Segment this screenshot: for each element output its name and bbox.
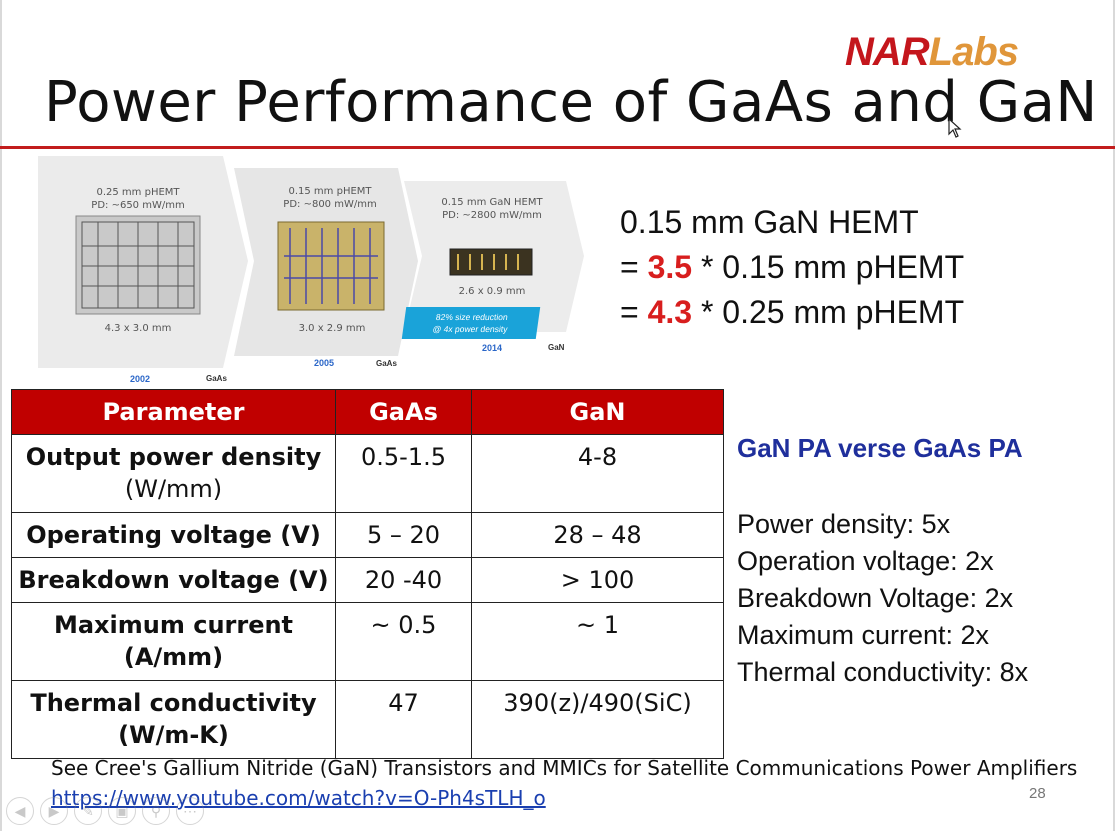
chip1-material: GaAs <box>206 374 227 383</box>
table-row: Thermal conductivity (W/m-K) 47 390(z)/49… <box>11 680 724 759</box>
page-number: 28 <box>1029 785 1046 802</box>
gaas-cell: 47 <box>335 680 472 759</box>
header-gaas: GaAs <box>335 389 472 435</box>
presenter-toolbar: ◀ ▶ ✎ ▣ ⚲ ⋯ <box>6 797 204 827</box>
chip1-spec-line2: PD: ~650 mW/mm <box>91 200 185 211</box>
chip2-size: 3.0 x 2.9 mm <box>298 323 366 334</box>
chip2-spec-line1: 0.15 mm pHEMT <box>288 186 372 197</box>
chip1-year: 2002 <box>130 374 151 384</box>
table-row: Operating voltage (V) 5 – 20 28 – 48 <box>11 512 724 558</box>
chip3-year: 2014 <box>482 343 503 353</box>
comparison-line3-suffix: * 0.25 mm pHEMT <box>692 294 965 330</box>
ratio-value-4-3: 4.3 <box>647 294 693 330</box>
more-icon[interactable]: ⋯ <box>176 797 204 825</box>
gan-cell: 28 – 48 <box>471 512 724 558</box>
comparison-line1: 0.15 mm GaN HEMT <box>620 204 919 240</box>
table-row: Output power density (W/mm) 0.5-1.5 4-8 <box>11 434 724 513</box>
chip3-spec: 0.15 mm GaN HEMT PD: ~2800 mW/mm <box>432 196 552 222</box>
narlabs-logo: NARLabs <box>845 30 1019 74</box>
ratio-value-3-5: 3.5 <box>647 249 693 285</box>
param-unit: (A/mm) <box>123 643 224 671</box>
badge-line1: 82% size reduction <box>435 312 509 322</box>
summary-item: Maximum current: 2x <box>737 620 990 650</box>
param-cell: Operating voltage (V) <box>11 512 336 558</box>
gan-cell: 4-8 <box>471 434 724 513</box>
slide-frame-left <box>0 0 2 831</box>
search-icon[interactable]: ⚲ <box>142 797 170 825</box>
summary-heading: GaN PA verse GaAs PA <box>737 433 1023 463</box>
param-label: Maximum current <box>53 611 294 639</box>
hemt-comparison: 0.15 mm GaN HEMT = 3.5 * 0.15 mm pHEMT =… <box>620 200 964 335</box>
comparison-line2: = 3.5 * 0.15 mm pHEMT <box>620 245 964 290</box>
summary-item: Thermal conductivity: 8x <box>737 657 1029 687</box>
table-row: Maximum current (A/mm) ~ 0.5 ~ 1 <box>11 602 724 681</box>
param-cell: Maximum current (A/mm) <box>11 602 336 681</box>
gan-cell: 390(z)/490(SiC) <box>471 680 724 759</box>
summary-item: Breakdown Voltage: 2x <box>737 583 1014 613</box>
badge-line2: @ 4x power density <box>432 324 509 334</box>
chip1-spec: 0.25 mm pHEMT PD: ~650 mW/mm <box>78 186 198 212</box>
chip2-spec: 0.15 mm pHEMT PD: ~800 mW/mm <box>270 185 390 211</box>
gan-cell: > 100 <box>471 557 724 603</box>
chip-evolution-figure: 0.25 mm pHEMT PD: ~650 mW/mm 4.3 x 3.0 m… <box>38 156 598 386</box>
param-unit: (W/mm) <box>124 475 223 503</box>
comparison-line2-prefix: = <box>620 249 648 285</box>
pen-icon[interactable]: ✎ <box>74 797 102 825</box>
header-gan: GaN <box>471 389 724 435</box>
comparison-line2-suffix: * 0.15 mm pHEMT <box>692 249 965 285</box>
param-unit: (W/m-K) <box>118 721 229 749</box>
gaas-cell: 5 – 20 <box>335 512 472 558</box>
chip2-year: 2005 <box>314 358 335 368</box>
gaas-cell: ~ 0.5 <box>335 602 472 681</box>
mouse-cursor-icon <box>948 118 962 138</box>
gan-cell: ~ 1 <box>471 602 724 681</box>
comparison-line3: = 4.3 * 0.25 mm pHEMT <box>620 290 964 335</box>
param-label: Output power density <box>25 443 322 471</box>
table-header-row: Parameter GaAs GaN <box>11 389 724 435</box>
chip2-spec-line2: PD: ~800 mW/mm <box>283 199 377 210</box>
chip3-size: 2.6 x 0.9 mm <box>458 286 526 297</box>
param-cell: Output power density (W/mm) <box>11 434 336 513</box>
chevron-backgrounds <box>38 156 584 368</box>
param-cell: Breakdown voltage (V) <box>11 557 336 603</box>
param-label: Thermal conductivity <box>30 689 317 717</box>
comparison-line3-prefix: = <box>620 294 648 330</box>
param-cell: Thermal conductivity (W/m-K) <box>11 680 336 759</box>
chip3-spec-line1: 0.15 mm GaN HEMT <box>441 197 543 208</box>
gaas-cell: 20 -40 <box>335 557 472 603</box>
table-row: Breakdown voltage (V) 20 -40 > 100 <box>11 557 724 603</box>
back-arrow-icon[interactable]: ◀ <box>6 797 34 825</box>
source-note: See Cree's Gallium Nitride (GaN) Transis… <box>51 756 1078 780</box>
slide-title: Power Performance of GaAs and GaN <box>44 70 1098 135</box>
summary-item: Operation voltage: 2x <box>737 546 994 576</box>
gaas-cell: 0.5-1.5 <box>335 434 472 513</box>
chip2-material: GaAs <box>376 359 397 368</box>
logo-nar-text: NAR <box>845 30 930 74</box>
slide-frame-right <box>1113 0 1115 831</box>
logo-labs-text: Labs <box>928 30 1019 74</box>
title-divider <box>0 146 1115 149</box>
summary-list: Power density: 5x Operation voltage: 2x … <box>737 506 1028 691</box>
chip1-size: 4.3 x 3.0 mm <box>104 323 172 334</box>
forward-arrow-icon[interactable]: ▶ <box>40 797 68 825</box>
slides-icon[interactable]: ▣ <box>108 797 136 825</box>
gaas-gan-table: Parameter GaAs GaN Output power density (… <box>11 389 724 759</box>
header-parameter: Parameter <box>11 389 336 435</box>
summary-item: Power density: 5x <box>737 509 951 539</box>
size-reduction-badge: 82% size reduction @ 4x power density <box>401 307 541 339</box>
chip1-spec-line1: 0.25 mm pHEMT <box>96 187 180 198</box>
chip3-spec-line2: PD: ~2800 mW/mm <box>442 210 542 221</box>
chip3-material: GaN <box>548 343 565 352</box>
